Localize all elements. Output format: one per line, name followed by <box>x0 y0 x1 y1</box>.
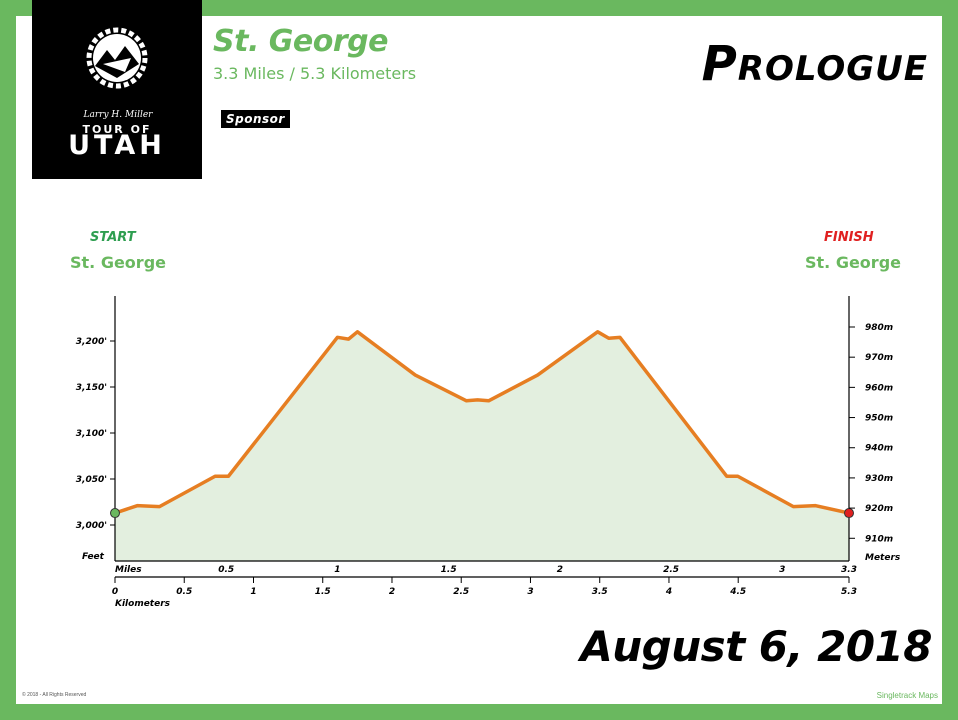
miles-unit-label: Miles <box>115 565 142 575</box>
km-tick-label: 5.3 <box>841 587 857 597</box>
meter-tick-label: 920m <box>865 504 893 514</box>
feet-unit-label: Feet <box>82 552 105 562</box>
km-tick-label: 1.5 <box>315 587 331 597</box>
miles-tick-label: 3 <box>779 565 785 575</box>
start-label: START <box>90 230 136 245</box>
start-city: St. George <box>70 253 166 272</box>
meter-tick-label: 960m <box>865 383 893 393</box>
tour-of-utah-logo: Larry H. Miller TOUR OF UTAH <box>32 0 202 179</box>
km-tick-label: 0 <box>112 587 118 597</box>
km-tick-label: 3.5 <box>592 587 608 597</box>
meter-tick-label: 980m <box>865 323 893 333</box>
start-marker <box>110 508 120 519</box>
copyright-text: © 2018 - All Rights Reserved <box>22 692 87 698</box>
logo-line-1: TOUR OF <box>82 123 152 136</box>
stage-distance: 3.3 Miles / 5.3 Kilometers <box>213 64 417 83</box>
km-tick-label: 4.5 <box>729 587 746 597</box>
sponsor-badge: Sponsor <box>221 110 290 128</box>
km-tick-label: 4 <box>665 587 672 597</box>
stage-name: Prologue <box>701 36 928 92</box>
stage-date: August 6, 2018 <box>580 622 932 671</box>
meter-unit-label: Meters <box>865 553 901 563</box>
feet-tick-label: 3,100' <box>76 429 107 439</box>
miles-tick-label: 2.5 <box>663 565 679 575</box>
meter-tick-label: 950m <box>865 414 893 424</box>
km-tick-label: 2.5 <box>453 587 469 597</box>
km-tick-label: 2 <box>389 587 395 597</box>
profile-fill <box>115 331 849 561</box>
profile-line <box>114 330 850 515</box>
km-tick-label: 3 <box>527 587 533 597</box>
feet-tick-label: 3,000' <box>76 521 107 531</box>
meter-tick-label: 970m <box>865 353 893 363</box>
meter-tick-label: 930m <box>865 474 893 484</box>
map-credit: Singletrack Maps <box>876 691 938 700</box>
miles-tick-label: 0.5 <box>218 565 234 575</box>
km-unit-label: Kilometers <box>115 599 171 609</box>
feet-tick-label: 3,150' <box>76 383 107 393</box>
feet-tick-label: 3,200' <box>76 337 107 347</box>
logo-signature: Larry H. Miller <box>83 110 153 120</box>
miles-tick-label: 1.5 <box>441 565 457 575</box>
cog-mountain-icon <box>86 27 148 89</box>
logo-line-2: UTAH <box>68 130 166 161</box>
meter-tick-label: 940m <box>865 444 893 454</box>
km-tick-label: 1 <box>250 587 256 597</box>
stage-city: St. George <box>213 24 389 59</box>
finish-marker <box>844 508 854 519</box>
miles-tick-label: 2 <box>557 565 563 575</box>
finish-label: FINISH <box>824 230 874 245</box>
km-tick-label: 0.5 <box>176 587 192 597</box>
miles-tick-label: 3.3 <box>841 565 857 575</box>
finish-city: St. George <box>805 253 901 272</box>
feet-tick-label: 3,050' <box>76 475 107 485</box>
meter-tick-label: 910m <box>865 534 893 544</box>
miles-tick-label: 1 <box>334 565 340 575</box>
